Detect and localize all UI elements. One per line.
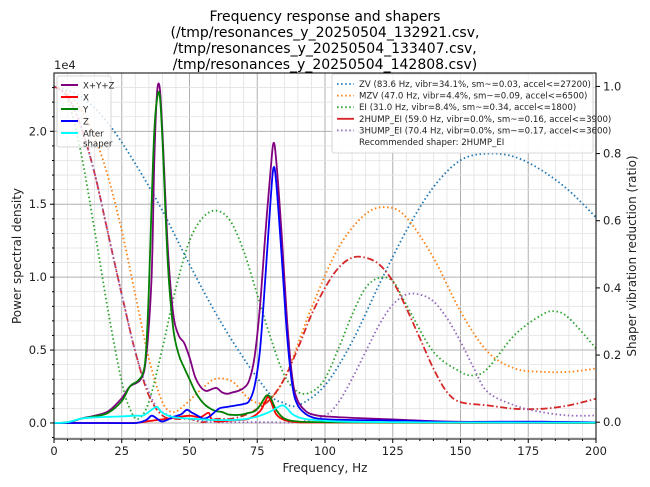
psd-legend-box — [56, 75, 112, 148]
y2-axis-label: Shaper vibration reduction (ratio) — [625, 155, 639, 356]
y-tick-label: 1.0 — [29, 270, 47, 284]
x-tick-label: 0 — [50, 444, 57, 458]
y-offset-label: 1e4 — [54, 58, 76, 72]
psd-line-5 — [54, 404, 596, 424]
x-tick-label: 175 — [517, 444, 539, 458]
y-tick-label: 0.0 — [29, 416, 47, 430]
x-tick-label: 50 — [182, 444, 197, 458]
shaper-line-1 — [54, 85, 596, 408]
legend-label-psd-1: X+Y+Z — [83, 82, 115, 92]
x-tick-label: 25 — [114, 444, 129, 458]
y-axis-right: 0.0 0.2 0.4 0.6 0.8 1.0 — [596, 79, 621, 429]
x-axis: 0 25 50 75 100 125 150 175 200 — [50, 439, 607, 458]
legend-label-shaper-2: MZV (47.0 Hz, vibr=4.4%, sm~=0.09, accel… — [359, 92, 587, 102]
legend-label-psd-5: shaper — [83, 140, 113, 150]
y-axis-left: 0.0 0.5 1.0 1.5 2.0 — [29, 87, 54, 439]
legend-label-shaper-1: ZV (83.6 Hz, vibr=34.1%, sm~=0.03, accel… — [359, 80, 591, 90]
y2-tick-label: 0.0 — [603, 415, 621, 429]
y-tick-label: 0.5 — [29, 343, 47, 357]
legend-label-shaper-4: 2HUMP_EI (59.0 Hz, vibr=0.0%, sm~=0.16, … — [359, 115, 611, 125]
x-tick-label: 200 — [585, 444, 607, 458]
y-tick-label: 2.0 — [29, 124, 47, 138]
x-tick-label: 75 — [250, 444, 265, 458]
recommended-shaper-text: Recommended shaper: 2HUMP_EI — [359, 138, 504, 148]
legend-label-shaper-3: EI (31.0 Hz, vibr=8.4%, sm~=0.34, accel<… — [359, 103, 576, 113]
psd-line-1 — [54, 82, 596, 424]
shaper-legend: ZV (83.6 Hz, vibr=34.1%, sm~=0.03, accel… — [331, 73, 611, 154]
x-tick-label: 125 — [382, 444, 404, 458]
y-tick-label: 1.5 — [29, 197, 47, 211]
y2-tick-label: 0.2 — [603, 348, 621, 362]
shaper-legend-box — [331, 73, 594, 154]
chart-title: Frequency response and shapers (/tmp/res… — [171, 9, 480, 73]
shaper-series — [54, 85, 596, 424]
y-axis-label: Power spectral density — [10, 188, 24, 324]
legend-label-psd-3: Y — [82, 106, 89, 116]
shaper-line-2 — [54, 85, 596, 414]
title-line-4: /tmp/resonances_y_20250504_142808.csv) — [173, 57, 477, 73]
title-line-1: Frequency response and shapers — [210, 9, 441, 25]
y2-tick-label: 0.8 — [603, 147, 621, 161]
y2-tick-label: 0.4 — [603, 281, 621, 295]
legend-label-psd-4: Z — [83, 118, 89, 128]
x-tick-label: 150 — [450, 444, 472, 458]
y2-tick-label: 0.6 — [603, 214, 621, 228]
y2-tick-label: 1.0 — [603, 79, 621, 93]
title-line-2: (/tmp/resonances_y_20250504_132921.csv, — [171, 25, 480, 41]
shaper-line-3 — [54, 85, 596, 420]
title-line-3: /tmp/resonances_y_20250504_133407.csv, — [173, 41, 476, 57]
legend-label-shaper-5: 3HUMP_EI (70.4 Hz, vibr=0.0%, sm~=0.17, … — [359, 126, 611, 136]
x-tick-label: 100 — [314, 444, 336, 458]
psd-line-4 — [54, 166, 596, 425]
x-axis-label: Frequency, Hz — [283, 461, 368, 475]
legend-label-psd-2: X — [83, 94, 89, 104]
legend-label-psd-5: After — [83, 130, 104, 140]
psd-series — [54, 82, 596, 425]
psd-line-3 — [54, 90, 596, 424]
shaper-line-5 — [54, 85, 596, 424]
